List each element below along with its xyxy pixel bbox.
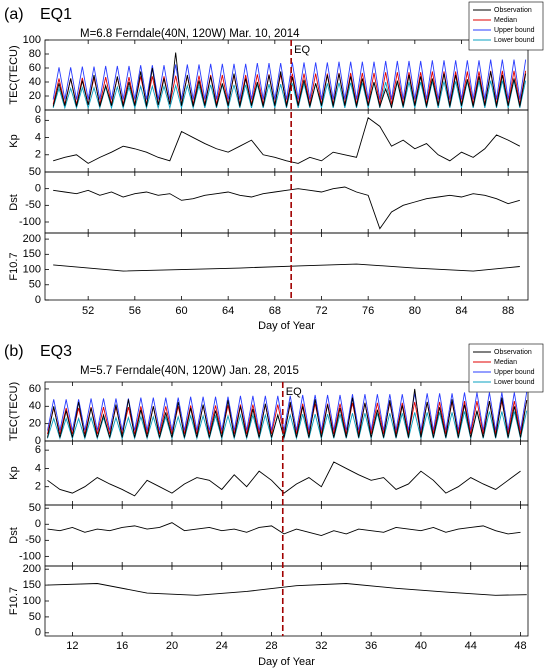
x-tick-label: 20 <box>166 640 178 652</box>
x-tick-label: 28 <box>265 640 277 652</box>
panel-frame <box>44 565 529 637</box>
legend-label: Observation <box>494 349 532 356</box>
y-tick-label: 50 <box>29 502 41 514</box>
x-tick-label: 44 <box>465 640 477 652</box>
y-tick-label: 20 <box>29 418 41 430</box>
y-tick-label: 200 <box>23 563 41 575</box>
event-label: EQ <box>294 44 310 56</box>
x-tick-label: 16 <box>116 640 128 652</box>
y-tick-label: 80 <box>29 48 41 60</box>
chart-title: M=6.8 Ferndale(40N, 120W) Mar. 10, 2014 <box>80 28 300 40</box>
data-line <box>52 70 527 105</box>
y-tick-label: 0 <box>35 435 41 447</box>
x-tick-label: 56 <box>129 305 141 317</box>
legend-label: Lower bound <box>494 37 535 44</box>
x-tick-label: 48 <box>514 640 526 652</box>
legend-label: Median <box>494 17 517 24</box>
data-line <box>53 117 521 164</box>
data-line <box>47 388 528 438</box>
x-tick-label: 88 <box>502 305 514 317</box>
y-tick-label: 20 <box>29 90 41 102</box>
y-tick-label: 0 <box>35 518 41 530</box>
x-tick-label: 32 <box>315 640 327 652</box>
panel-frame <box>44 171 529 234</box>
x-axis-label: Day of Year <box>258 320 315 332</box>
y-axis-label: F10.7 <box>8 252 20 280</box>
x-axis-label: Day of Year <box>258 656 315 668</box>
x-tick-label: 76 <box>362 305 374 317</box>
event-name: EQ1 <box>40 6 72 23</box>
data-line <box>47 583 527 596</box>
panel-frame <box>44 440 529 506</box>
panel-frame <box>44 232 529 301</box>
y-tick-label: 60 <box>29 383 41 395</box>
y-tick-label: 2 <box>35 149 41 161</box>
y-tick-label: 100 <box>23 34 41 46</box>
x-tick-label: 72 <box>315 305 327 317</box>
y-tick-label: 6 <box>35 114 41 126</box>
legend-label: Median <box>494 359 517 366</box>
y-tick-label: 100 <box>23 263 41 275</box>
y-tick-label: 0 <box>35 627 41 639</box>
data-line <box>47 461 521 497</box>
y-axis-label: TEC(TECU) <box>8 382 20 441</box>
x-tick-label: 60 <box>175 305 187 317</box>
x-tick-label: 80 <box>409 305 421 317</box>
data-line <box>52 80 527 110</box>
y-tick-label: -100 <box>19 216 41 228</box>
x-tick-label: 24 <box>216 640 228 652</box>
legend-label: Observation <box>494 7 532 14</box>
panel-frame <box>44 504 529 567</box>
data-line <box>47 522 521 536</box>
y-tick-label: -50 <box>25 199 41 211</box>
y-tick-label: 200 <box>23 233 41 245</box>
panel-label: (b) <box>4 343 24 360</box>
y-axis-label: F10.7 <box>8 587 20 615</box>
legend-label: Upper bound <box>494 369 535 376</box>
data-line <box>52 59 527 100</box>
y-tick-label: 50 <box>29 279 41 291</box>
y-tick-label: 150 <box>23 579 41 591</box>
x-tick-label: 52 <box>82 305 94 317</box>
y-tick-label: 0 <box>35 183 41 195</box>
event-name: EQ3 <box>40 343 72 360</box>
data-line <box>52 52 527 109</box>
y-tick-label: -100 <box>19 550 41 562</box>
x-tick-label: 84 <box>455 305 467 317</box>
y-tick-label: 4 <box>35 462 41 474</box>
y-axis-label: TEC(TECU) <box>8 45 20 104</box>
y-tick-label: 0 <box>35 104 41 116</box>
y-tick-label: 2 <box>35 481 41 493</box>
y-tick-label: 150 <box>23 248 41 260</box>
data-line <box>53 263 520 272</box>
y-axis-label: Dst <box>8 527 20 544</box>
y-tick-label: 40 <box>29 400 41 412</box>
x-tick-label: 36 <box>365 640 377 652</box>
x-tick-label: 40 <box>415 640 427 652</box>
y-tick-label: 100 <box>23 595 41 607</box>
y-tick-label: -50 <box>25 534 41 546</box>
y-axis-label: Dst <box>8 194 20 211</box>
data-line <box>53 186 520 230</box>
y-axis-label: Kp <box>8 134 20 147</box>
event-label: EQ <box>286 386 302 398</box>
data-line <box>47 410 528 441</box>
y-tick-label: 50 <box>29 611 41 623</box>
x-tick-label: 68 <box>269 305 281 317</box>
y-tick-label: 50 <box>29 166 41 178</box>
panel-frame <box>44 109 529 173</box>
x-tick-label: 64 <box>222 305 234 317</box>
chart-title: M=5.7 Ferndale(40N, 120W) Jan. 28, 2015 <box>80 365 299 377</box>
y-tick-label: 6 <box>35 444 41 456</box>
legend-label: Upper bound <box>494 27 535 34</box>
y-tick-label: 40 <box>29 76 41 88</box>
y-axis-label: Kp <box>8 466 20 479</box>
y-tick-label: 0 <box>35 294 41 306</box>
panel-label: (a) <box>4 6 24 23</box>
y-tick-label: 4 <box>35 131 41 143</box>
legend-label: Lower bound <box>494 379 535 386</box>
y-tick-label: 60 <box>29 62 41 74</box>
x-tick-label: 12 <box>66 640 78 652</box>
